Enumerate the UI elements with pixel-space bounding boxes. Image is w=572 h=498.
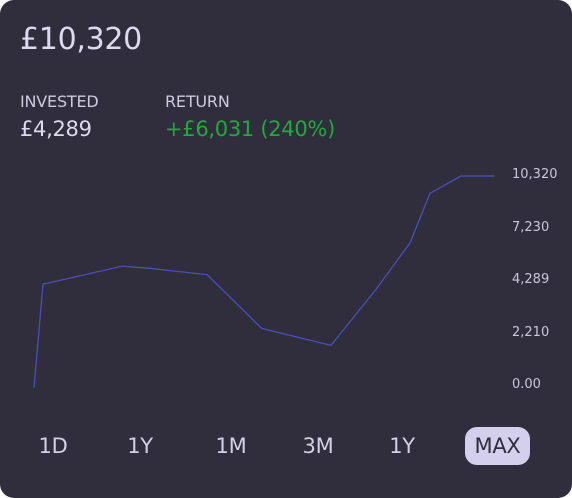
range-button-max[interactable]: MAX [465,427,530,465]
return-value: +£6,031 (240%) [165,117,335,141]
range-button-1d[interactable]: 1D [38,434,68,458]
y-tick-label: 7,230 [512,220,549,235]
invested-value: £4,289 [20,117,92,141]
range-button-1y-second[interactable]: 1Y [389,434,415,458]
y-axis: 10,320 7,230 4,289 2,210 0.00 [512,167,558,392]
y-tick-label: 10,320 [512,167,558,182]
invested-label: INVESTED [20,92,99,111]
return-label: RETURN [165,92,230,111]
range-button-3m[interactable]: 3M [302,434,334,458]
portfolio-line-chart: 10,320 7,230 4,289 2,210 0.00 [33,167,558,392]
range-button-1m[interactable]: 1M [215,434,247,458]
y-tick-label: 4,289 [512,272,549,287]
series-line [33,175,494,388]
series-layer [33,175,494,388]
y-tick-label: 0.00 [512,377,541,392]
time-range-selector: 1D 1Y 1M 3M 1Y MAX [0,427,572,467]
range-button-1y[interactable]: 1Y [127,434,153,458]
total-value: £10,320 [20,22,142,57]
y-tick-label: 2,210 [512,325,549,340]
